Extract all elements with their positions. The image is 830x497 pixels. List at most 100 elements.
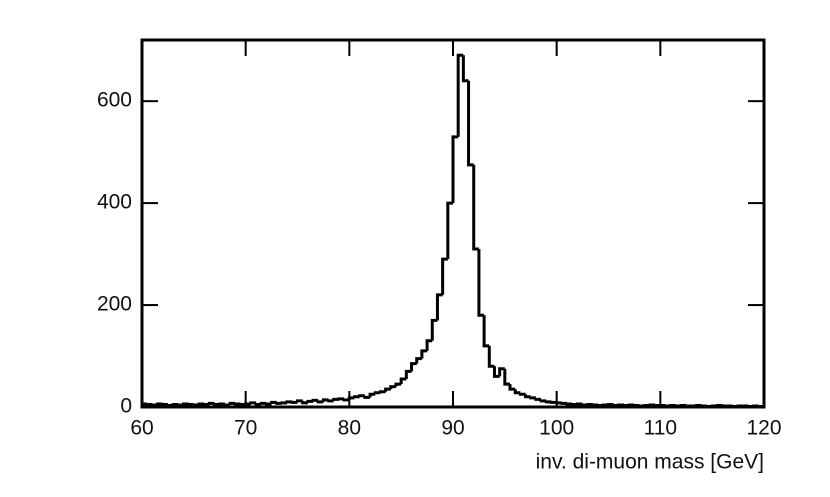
histogram-bin [358,394,365,398]
histogram-bin [213,402,220,406]
histogram-bin [534,397,542,401]
x-axis-label: inv. di-muon mass [GeV] [536,451,764,474]
histogram-bin [404,369,412,379]
histogram-bin [337,397,345,401]
x-tick-label: 120 [746,417,781,440]
histogram-bin [249,401,257,405]
histogram-bin [441,257,448,295]
histogram-bin [570,402,578,406]
histogram-bin [264,402,272,406]
histogram-bin [617,403,625,407]
histogram-bin [192,403,200,407]
histogram-bin [503,368,511,386]
histogram-bin [539,399,547,403]
histogram-bin [228,401,236,405]
histogram-bin [446,201,453,260]
histogram-bin [347,396,355,400]
plot-frame [140,38,766,409]
histogram-bin [150,403,158,407]
histogram-bin [296,399,303,403]
histogram-bin [461,55,469,83]
histogram-bin [653,403,661,407]
histogram-bin [430,318,438,341]
y-tick-label: 200 [97,293,132,316]
histogram-bin [327,399,334,403]
histogram-bin [544,400,552,404]
histogram-bin [513,389,521,395]
histogram-bin [275,401,282,405]
histogram-bin [586,402,593,406]
histogram-bin [316,400,324,404]
histogram-bin [368,392,376,398]
x-tick-label: 80 [338,417,361,440]
histogram-bin [353,395,360,399]
histogram-bin [171,402,179,406]
histogram-bin [197,402,205,406]
histogram-bin [467,80,474,167]
x-tick-label: 70 [234,417,257,440]
histogram-bin [306,399,314,403]
histogram-bin [601,403,609,407]
histogram-bin [627,403,635,407]
histogram-bin [145,402,153,406]
x-tick-label: 90 [441,417,464,440]
histogram-bin [632,403,640,407]
histogram-bin [591,403,599,407]
histogram-bin [223,403,231,407]
histogram-bin [207,401,215,405]
histogram-bin [389,385,396,390]
x-tick-label: 100 [539,417,574,440]
histogram-bin [498,367,505,377]
histogram-bin [456,53,464,137]
histogram-bin [321,398,329,402]
histogram-bin [477,248,485,317]
histogram-bin [259,401,267,405]
histogram-bin [254,402,262,406]
histogram-bin [285,400,293,404]
histogram-bin [311,398,319,402]
histogram-bin [581,403,588,407]
histogram-bin [492,366,500,378]
histogram-bin [524,394,531,399]
histogram-bin [270,400,277,404]
histogram-bin [378,390,386,394]
histogram-bin [399,377,407,385]
histogram-bin [156,402,163,406]
histogram-bin [565,402,573,406]
histogram-bin [508,384,516,391]
histogram-bin [384,387,391,392]
x-tick-label: 60 [130,417,153,440]
histogram-bin [607,402,614,406]
histogram-bin [166,403,174,407]
histogram-bin [425,339,433,351]
histogram-bin [472,164,479,251]
histogram-bin [451,135,459,204]
histogram-bin [435,293,443,321]
histogram-bin [238,402,246,406]
y-tick-label: 400 [97,191,132,214]
histogram-bin [363,395,371,399]
histogram-bin [648,403,656,407]
histogram-bin [202,402,210,406]
histogram-bin [394,382,402,387]
histogram-bin [415,357,422,364]
histogram-bin [622,403,630,407]
histogram-bin [176,403,184,407]
histogram-bin [280,401,288,405]
x-tick-label: 110 [644,417,677,440]
histogram-bin [161,402,168,406]
histogram-bin [482,315,490,348]
histogram-bin [244,402,251,406]
histogram-bin [487,345,495,368]
histogram-bin [301,400,308,405]
histogram-bin [332,397,339,401]
histogram-bin [410,362,417,372]
histogram-bin [596,403,604,407]
histogram-bin [290,400,298,404]
histogram-bin [575,402,583,406]
histogram-bin [529,396,536,400]
histogram-bin [181,402,189,406]
histogram-bin [342,398,350,402]
